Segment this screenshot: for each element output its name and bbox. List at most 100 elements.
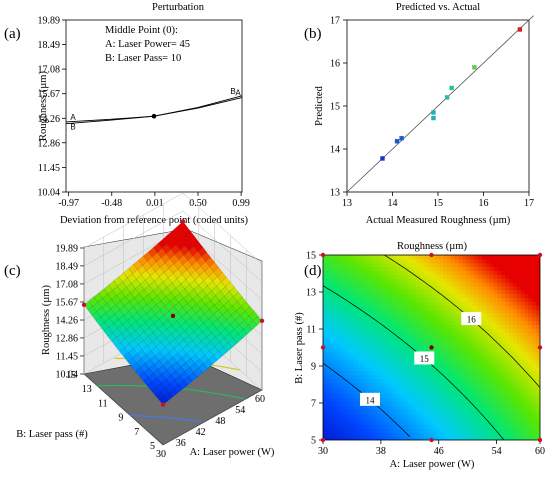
contour-cell (404, 312, 409, 318)
contour-cell (326, 312, 332, 318)
contour-cell (466, 258, 471, 264)
surface-cell (189, 236, 200, 247)
contour-cell (501, 409, 506, 414)
contour-cell (512, 308, 518, 314)
contour-cell (528, 335, 533, 341)
contour-cell (528, 359, 533, 364)
contour-cell (361, 297, 367, 302)
contour-cell (439, 370, 444, 376)
contour-cell (423, 436, 429, 440)
contour-cell (501, 401, 506, 406)
contour-cell (497, 409, 502, 414)
contour-cell (412, 328, 417, 333)
contour-cell (423, 374, 429, 379)
contour-cell (412, 270, 417, 275)
contour-cell (323, 405, 328, 410)
contour-cell (357, 362, 363, 368)
contour-cell (427, 258, 433, 264)
contour-cell (334, 308, 340, 314)
contour-cell (470, 301, 475, 306)
contour-cell (385, 258, 390, 264)
contour-cell (466, 401, 471, 406)
contour-cell (369, 255, 374, 260)
contour-cell (524, 355, 529, 360)
contour-cell (524, 378, 529, 383)
contour-cell (439, 405, 444, 410)
contour-cell (447, 320, 452, 325)
contour-cell (520, 285, 526, 291)
contour-cell (423, 316, 429, 322)
contour-cell (350, 393, 355, 399)
contour-cell (474, 351, 479, 356)
contour-cell (435, 301, 440, 306)
contour-cell (346, 359, 351, 364)
contour-cell (474, 436, 479, 440)
contour-cell (512, 255, 518, 260)
surface-z-tick-label: 10.04 (56, 370, 79, 381)
contour-cell (338, 281, 343, 287)
contour-cell (489, 293, 495, 298)
contour-cell (400, 320, 405, 325)
contour-cell (342, 405, 347, 410)
contour-cell (373, 316, 378, 322)
contour-cell (412, 397, 417, 403)
contour-cell (385, 316, 390, 322)
contour-cell (427, 428, 433, 433)
contour-cell (427, 347, 433, 352)
contour-cell (423, 285, 429, 291)
contour-cell (323, 266, 328, 272)
contour-cell (470, 424, 475, 430)
contour-cell (528, 305, 533, 310)
contour-cell (365, 332, 371, 337)
surface-z-tick-label: 15.67 (56, 297, 79, 308)
contour-cell (346, 316, 351, 322)
contour-cell (377, 386, 382, 391)
contour-cell (485, 316, 491, 322)
contour-cell (423, 382, 429, 387)
contour-cell (338, 343, 343, 349)
contour-cell (373, 405, 378, 410)
contour-cell (512, 416, 518, 422)
contour-cell (435, 389, 440, 395)
contour-cell (493, 316, 498, 322)
contour-cell (338, 312, 343, 318)
contour-cell (361, 335, 367, 341)
contour-cell (361, 366, 367, 372)
contour-cell (369, 297, 374, 302)
contour-cell (377, 289, 382, 295)
contour-cell (377, 335, 382, 341)
contour-cell (489, 351, 495, 356)
contour-cell (334, 424, 340, 430)
contour-cell (458, 382, 464, 387)
contour-cell (447, 339, 452, 345)
contour-cell (381, 255, 386, 260)
contour-cell (516, 428, 522, 433)
contour-cell (377, 355, 382, 360)
perturbation-x-tick-label: 0.01 (146, 198, 164, 209)
contour-cell (501, 274, 506, 279)
contour-cell (443, 301, 448, 306)
contour-cell (369, 409, 374, 414)
contour-cell (466, 301, 471, 306)
contour-cell (373, 266, 378, 272)
contour-cell (400, 413, 405, 418)
surface-x-tick-label: 42 (196, 427, 206, 438)
contour-cell (400, 312, 405, 318)
contour-cell (334, 420, 340, 426)
contour-cell (505, 393, 510, 399)
contour-cell (481, 347, 487, 352)
contour-cell (443, 297, 448, 302)
contour-cell (435, 278, 440, 283)
contour-cell (532, 308, 537, 314)
contour-cell (354, 293, 359, 298)
contour-cell (357, 370, 363, 376)
contour-cell (443, 332, 448, 337)
contour-cell (323, 316, 328, 322)
contour-cell (462, 274, 467, 279)
contour-cell (369, 305, 374, 310)
contour-cell (334, 374, 340, 379)
contour-cell (470, 370, 475, 376)
contour-cell (493, 332, 498, 337)
contour-cell (330, 274, 336, 279)
